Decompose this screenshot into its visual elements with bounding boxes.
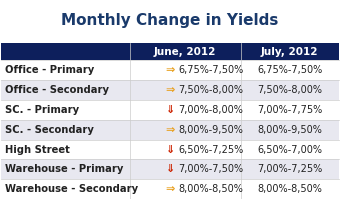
Text: SC. - Primary: SC. - Primary <box>5 105 79 115</box>
Text: June, 2012: June, 2012 <box>154 47 216 57</box>
Text: ⇓: ⇓ <box>166 144 175 155</box>
Bar <box>1 100 339 120</box>
Text: 6,50%-7,00%: 6,50%-7,00% <box>257 144 322 155</box>
Bar <box>1 60 339 80</box>
Bar <box>1 139 339 159</box>
Text: Office - Primary: Office - Primary <box>5 65 94 75</box>
Text: 6,75%-7,50%: 6,75%-7,50% <box>257 65 322 75</box>
Text: 8,00%-8,50%: 8,00%-8,50% <box>178 184 243 194</box>
Text: Monthly Change in Yields: Monthly Change in Yields <box>61 13 279 28</box>
Text: 7,00%-7,75%: 7,00%-7,75% <box>257 105 322 115</box>
Text: SC. - Secondary: SC. - Secondary <box>5 125 94 135</box>
Bar <box>1 179 339 199</box>
Text: 7,50%-8,00%: 7,50%-8,00% <box>257 85 322 95</box>
Text: 8,00%-9,50%: 8,00%-9,50% <box>178 125 243 135</box>
Text: Warehouse - Primary: Warehouse - Primary <box>5 164 123 174</box>
Text: 7,00%-7,25%: 7,00%-7,25% <box>257 164 322 174</box>
Text: ⇓: ⇓ <box>166 105 175 115</box>
Text: 8,00%-9,50%: 8,00%-9,50% <box>257 125 322 135</box>
Bar <box>1 120 339 139</box>
Text: ⇒: ⇒ <box>166 184 175 194</box>
Text: ⇓: ⇓ <box>166 164 175 174</box>
Text: High Street: High Street <box>5 144 70 155</box>
Text: ⇒: ⇒ <box>166 85 175 95</box>
Bar <box>1 159 339 179</box>
Text: 8,00%-8,50%: 8,00%-8,50% <box>257 184 322 194</box>
Text: 7,00%-7,50%: 7,00%-7,50% <box>178 164 243 174</box>
Text: July, 2012: July, 2012 <box>261 47 319 57</box>
Text: Office - Secondary: Office - Secondary <box>5 85 109 95</box>
Text: ⇒: ⇒ <box>166 65 175 75</box>
Text: 6,75%-7,50%: 6,75%-7,50% <box>178 65 244 75</box>
Text: 6,50%-7,25%: 6,50%-7,25% <box>178 144 244 155</box>
Bar <box>1 43 339 60</box>
Text: 7,50%-8,00%: 7,50%-8,00% <box>178 85 243 95</box>
Bar <box>1 80 339 100</box>
Text: ⇒: ⇒ <box>166 125 175 135</box>
Text: Warehouse - Secondary: Warehouse - Secondary <box>5 184 138 194</box>
Text: 7,00%-8,00%: 7,00%-8,00% <box>178 105 243 115</box>
